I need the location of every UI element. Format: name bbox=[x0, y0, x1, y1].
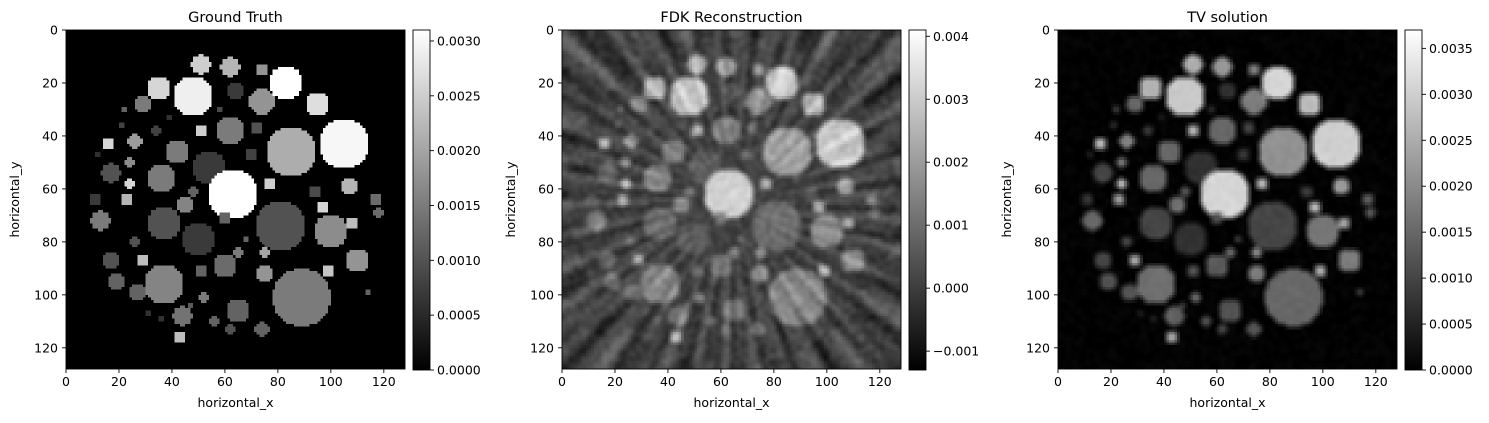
x-tick-label: 40 bbox=[164, 374, 180, 389]
colorbar bbox=[412, 29, 431, 371]
panel-title: Ground Truth bbox=[188, 10, 283, 26]
colorbar-tick-label: 0.002 bbox=[933, 155, 969, 170]
y-tick-label: 0 bbox=[50, 23, 58, 38]
colorbar-tick-label: 0.0000 bbox=[1429, 363, 1473, 378]
y-tick-label: 0 bbox=[546, 23, 554, 38]
reconstruction-image bbox=[66, 30, 405, 369]
x-axis-label: horizontal_x bbox=[694, 395, 770, 410]
colorbar-tick-label: 0.0025 bbox=[1429, 133, 1473, 148]
x-tick-label: 60 bbox=[217, 374, 233, 389]
panel-3: TV solution 0 20 40 60 80 100 120 0 20 40 60 80 100 12… bbox=[999, 10, 1473, 410]
x-tick-label: 0 bbox=[62, 374, 70, 389]
y-axis-label: horizontal_y bbox=[7, 161, 22, 238]
x-tick-label: 100 bbox=[319, 374, 343, 389]
y-tick-label: 20 bbox=[1034, 75, 1050, 90]
x-tick-label: 0 bbox=[1054, 374, 1062, 389]
x-tick-label: 100 bbox=[1311, 374, 1335, 389]
y-tick-label: 100 bbox=[1026, 287, 1050, 302]
colorbar-tick-label: 0.0030 bbox=[1429, 87, 1473, 102]
x-tick-label: 0 bbox=[558, 374, 566, 389]
colorbar-tick-label: 0.0015 bbox=[437, 198, 481, 213]
y-tick-label: 100 bbox=[34, 287, 58, 302]
x-tick-label: 80 bbox=[1262, 374, 1278, 389]
colorbar-tick-label: 0.004 bbox=[933, 29, 969, 44]
x-tick-label: 80 bbox=[766, 374, 782, 389]
x-tick-label: 120 bbox=[1364, 374, 1388, 389]
axes-frame bbox=[1057, 29, 1398, 370]
x-tick-label: 20 bbox=[1103, 374, 1119, 389]
y-tick-label: 40 bbox=[42, 128, 58, 143]
axes-frame bbox=[561, 29, 902, 370]
x-tick-label: 120 bbox=[868, 374, 892, 389]
panel-1: Ground Truth 0 20 40 60 80 100 120 0 20 40 60 80 100 1… bbox=[7, 10, 481, 410]
y-tick-label: 100 bbox=[530, 287, 554, 302]
x-tick-label: 40 bbox=[660, 374, 676, 389]
y-tick-label: 20 bbox=[42, 75, 58, 90]
y-axis-label: horizontal_y bbox=[999, 161, 1014, 238]
x-tick-label: 20 bbox=[607, 374, 623, 389]
colorbar bbox=[1404, 29, 1423, 371]
x-axis-label: horizontal_x bbox=[1190, 395, 1266, 410]
y-tick-label: 40 bbox=[1034, 128, 1050, 143]
colorbar-tick-label: 0.0010 bbox=[1429, 271, 1473, 286]
y-tick-label: 80 bbox=[1034, 234, 1050, 249]
y-tick-label: 120 bbox=[34, 340, 58, 355]
colorbar-tick-label: 0.0000 bbox=[437, 363, 481, 378]
y-tick-label: 80 bbox=[538, 234, 554, 249]
reconstruction-image bbox=[562, 30, 901, 369]
x-tick-label: 40 bbox=[1156, 374, 1172, 389]
colorbar-tick-label: 0.003 bbox=[933, 92, 969, 107]
y-axis-label: horizontal_y bbox=[503, 161, 518, 238]
y-tick-label: 80 bbox=[42, 234, 58, 249]
colorbar-tick-label: 0.000 bbox=[933, 281, 969, 296]
y-tick-label: 0 bbox=[1042, 23, 1050, 38]
colorbar-tick-label: 0.0030 bbox=[437, 33, 481, 48]
colorbar-tick-label: 0.0005 bbox=[437, 308, 481, 323]
y-tick-label: 20 bbox=[538, 75, 554, 90]
colorbar bbox=[908, 29, 927, 371]
x-tick-label: 80 bbox=[270, 374, 286, 389]
y-tick-label: 120 bbox=[1026, 340, 1050, 355]
colorbar-tick-label: −0.001 bbox=[933, 344, 979, 359]
colorbar-tick-label: 0.0015 bbox=[1429, 225, 1473, 240]
panel-title: TV solution bbox=[1186, 10, 1268, 26]
y-tick-label: 40 bbox=[538, 128, 554, 143]
panel-2: FDK Reconstruction 0 20 40 60 80 100 120 0 20 40 60… bbox=[503, 10, 979, 410]
y-tick-label: 60 bbox=[1034, 181, 1050, 196]
x-tick-label: 20 bbox=[111, 374, 127, 389]
colorbar-tick-label: 0.0025 bbox=[437, 88, 481, 103]
colorbar-tick-label: 0.001 bbox=[933, 218, 969, 233]
x-axis-label: horizontal_x bbox=[198, 395, 274, 410]
panel-title: FDK Reconstruction bbox=[660, 10, 802, 26]
y-tick-label: 60 bbox=[538, 181, 554, 196]
y-tick-label: 120 bbox=[530, 340, 554, 355]
colorbar-tick-label: 0.0035 bbox=[1429, 41, 1473, 56]
x-tick-label: 60 bbox=[1209, 374, 1225, 389]
y-tick-label: 60 bbox=[42, 181, 58, 196]
x-tick-label: 120 bbox=[372, 374, 396, 389]
reconstruction-image bbox=[1058, 30, 1397, 369]
colorbar-tick-label: 0.0020 bbox=[437, 143, 481, 158]
x-tick-label: 100 bbox=[815, 374, 839, 389]
axes-frame bbox=[65, 29, 406, 370]
x-tick-label: 60 bbox=[713, 374, 729, 389]
colorbar-tick-label: 0.0005 bbox=[1429, 317, 1473, 332]
colorbar-tick-label: 0.0010 bbox=[437, 253, 481, 268]
colorbar-tick-label: 0.0020 bbox=[1429, 179, 1473, 194]
